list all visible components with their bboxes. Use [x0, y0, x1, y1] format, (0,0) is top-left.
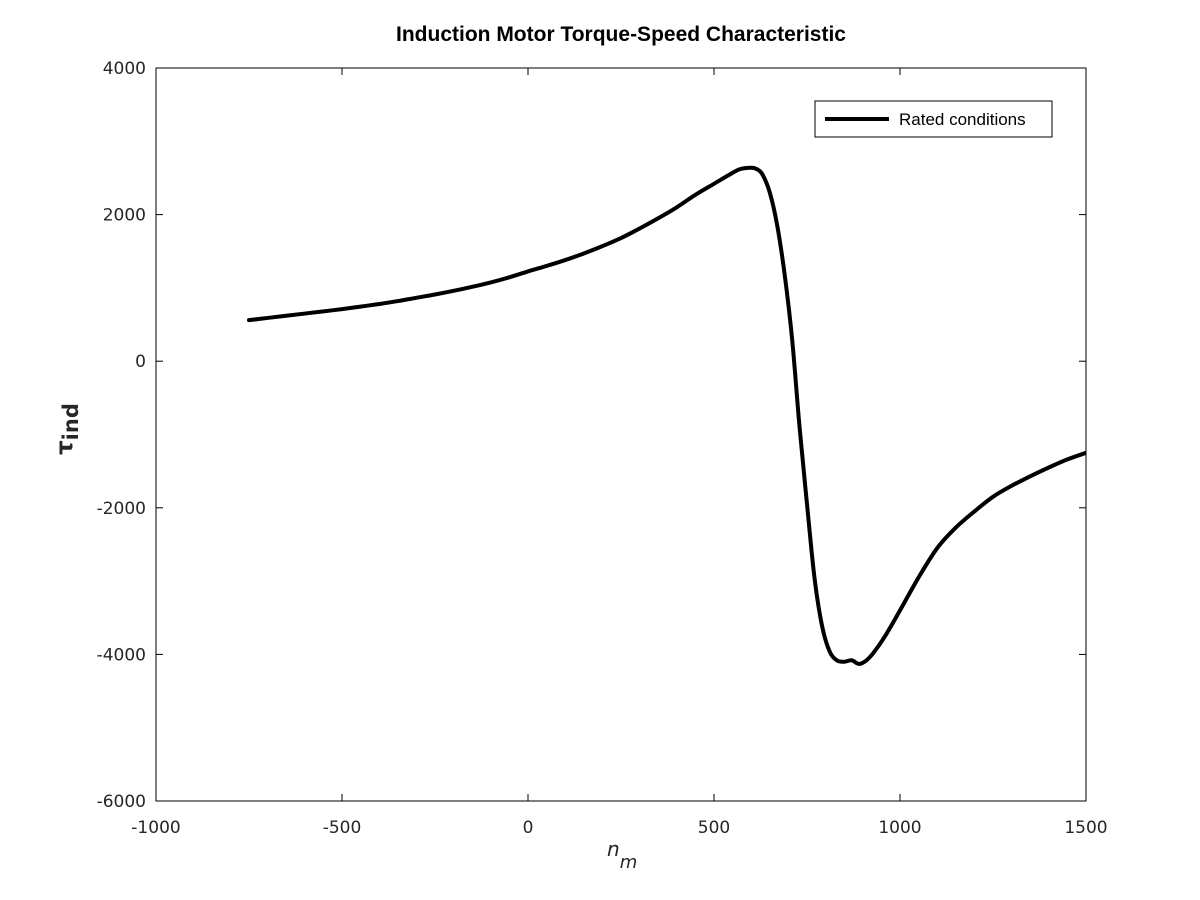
- y-tick-label: -2000: [97, 499, 146, 519]
- y-tick-label: -6000: [97, 792, 146, 812]
- y-axis-ticks: -6000 -4000 -2000 0 2000 4000: [97, 59, 1086, 812]
- y-tick-label: 4000: [103, 59, 146, 79]
- y-tick-label: 0: [135, 352, 146, 372]
- y-tick-label: -4000: [97, 645, 146, 665]
- x-tick-label: 1000: [878, 818, 921, 838]
- x-tick-label: 500: [698, 818, 730, 838]
- chart-title: Induction Motor Torque-Speed Characteris…: [396, 23, 846, 46]
- x-tick-label: 1500: [1064, 818, 1107, 838]
- y-axis-label: τind: [52, 403, 83, 455]
- x-axis-label-sub: m: [620, 852, 638, 873]
- y-tick-label: 2000: [103, 206, 146, 226]
- plot-area: [155, 67, 1087, 802]
- y-axis-label-sub: ind: [59, 403, 83, 440]
- y-axis-label-main: τ: [52, 440, 78, 455]
- x-tick-label: 0: [523, 818, 534, 838]
- x-axis-label: nm: [607, 837, 637, 873]
- legend: Rated conditions: [814, 100, 1053, 138]
- legend-entry-label: Rated conditions: [899, 110, 1026, 129]
- x-tick-label: -1000: [131, 818, 180, 838]
- x-axis-label-main: n: [607, 837, 620, 861]
- x-axis-ticks: -1000 -500 0 500 1000 1500: [131, 68, 1108, 838]
- series-line-rated-conditions: [247, 165, 1086, 666]
- x-tick-label: -500: [323, 818, 362, 838]
